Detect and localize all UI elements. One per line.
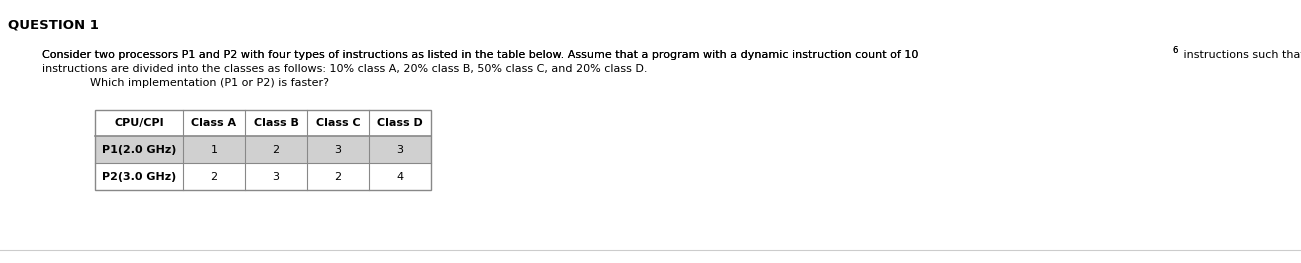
Text: 1: 1 bbox=[211, 144, 217, 154]
Bar bbox=[95, 110, 431, 190]
Text: P2(3.0 GHz): P2(3.0 GHz) bbox=[101, 171, 176, 181]
Text: instructions such that the: instructions such that the bbox=[1180, 50, 1301, 60]
Text: 2: 2 bbox=[334, 171, 342, 181]
Bar bbox=[95, 163, 431, 190]
Text: 3: 3 bbox=[397, 144, 403, 154]
Text: 3: 3 bbox=[272, 171, 280, 181]
Text: 6: 6 bbox=[1172, 46, 1179, 55]
Bar bbox=[95, 136, 431, 163]
Text: 6: 6 bbox=[1172, 46, 1179, 55]
Text: 2: 2 bbox=[272, 144, 280, 154]
Text: Class B: Class B bbox=[254, 118, 298, 128]
Text: 4: 4 bbox=[397, 171, 403, 181]
Text: P1(2.0 GHz): P1(2.0 GHz) bbox=[101, 144, 176, 154]
Text: Consider two processors P1 and P2 with four types of instructions as listed in t: Consider two processors P1 and P2 with f… bbox=[42, 50, 919, 60]
Text: Class D: Class D bbox=[377, 118, 423, 128]
Text: Class A: Class A bbox=[191, 118, 237, 128]
Text: 3: 3 bbox=[334, 144, 341, 154]
Text: instructions are divided into the classes as follows: 10% class A, 20% class B, : instructions are divided into the classe… bbox=[42, 64, 648, 74]
Text: Class C: Class C bbox=[316, 118, 360, 128]
Text: Which implementation (P1 or P2) is faster?: Which implementation (P1 or P2) is faste… bbox=[90, 78, 329, 88]
Text: CPU/CPI: CPU/CPI bbox=[114, 118, 164, 128]
Text: QUESTION 1: QUESTION 1 bbox=[8, 18, 99, 31]
Text: 2: 2 bbox=[211, 171, 217, 181]
Bar bbox=[95, 110, 431, 136]
Text: Consider two processors P1 and P2 with four types of instructions as listed in t: Consider two processors P1 and P2 with f… bbox=[42, 50, 919, 60]
